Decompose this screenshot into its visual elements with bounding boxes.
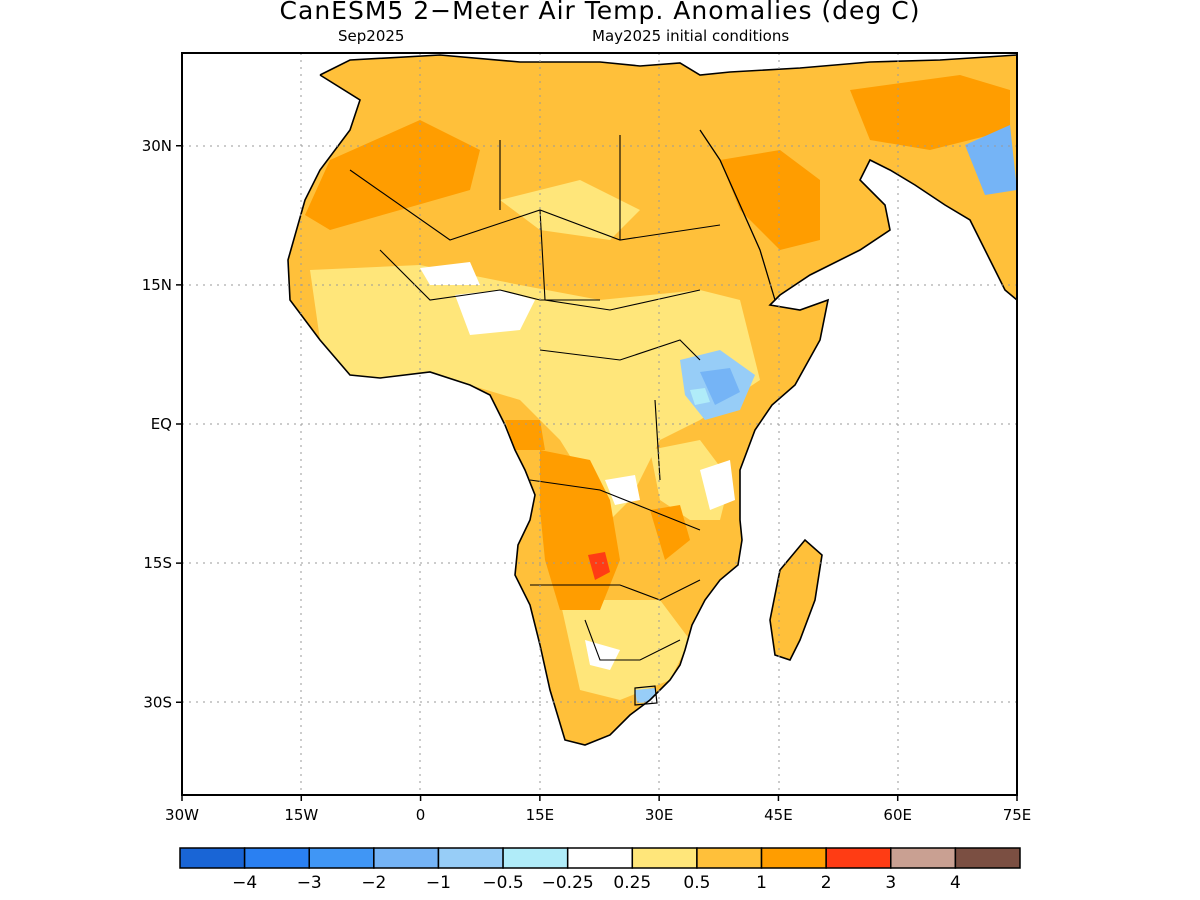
lon-tick-label: 75E	[1003, 806, 1032, 824]
colorbar-label: −2	[361, 873, 386, 893]
lon-tick-label: 15E	[526, 806, 555, 824]
lon-axis: 30W 15W 0 15E 30E 45E 60E 75E	[165, 795, 1031, 824]
colorbar-swatch	[308, 847, 375, 869]
lon-tick-label: 30W	[165, 806, 199, 824]
colorbar-swatch	[243, 847, 310, 869]
graticule	[182, 53, 1017, 795]
lon-tick-label: 0	[416, 806, 426, 824]
colorbar-swatch	[179, 847, 246, 869]
colorbar-label: −1	[426, 873, 451, 893]
colorbar-swatch	[502, 847, 569, 869]
colorbar-label: −3	[297, 873, 322, 893]
colorbar-swatch	[566, 847, 634, 869]
lat-tick-label: EQ	[151, 415, 172, 433]
colorbar: −4 −3 −2 −1 −0.5 −0.25 0.25 0.5 1 2 3 4	[179, 847, 1021, 893]
subtitle-month: Sep2025	[338, 27, 405, 45]
colorbar-swatch	[890, 847, 957, 869]
colorbar-swatch	[631, 847, 698, 869]
lat-tick-label: 30N	[142, 137, 172, 155]
colorbar-label: −0.25	[542, 873, 594, 893]
coastlines	[287, 54, 1017, 746]
colorbar-label: 0.5	[683, 873, 710, 893]
chart-title: CanESM5 2−Meter Air Temp. Anomalies (deg…	[279, 0, 921, 25]
lon-tick-label: 60E	[883, 806, 912, 824]
colorbar-label: 2	[821, 873, 832, 893]
lat-tick-label: 15N	[142, 276, 172, 294]
colorbar-swatch	[437, 847, 504, 869]
colorbar-label: 1	[756, 873, 767, 893]
subtitle-init: May2025 initial conditions	[592, 27, 790, 45]
anomaly-field	[288, 55, 1017, 745]
lon-tick-label: 45E	[764, 806, 793, 824]
colorbar-swatch	[696, 847, 763, 869]
colorbar-swatch	[760, 847, 827, 869]
colorbar-label: −4	[232, 873, 257, 893]
colorbar-swatch	[373, 847, 440, 869]
colorbar-swatch	[825, 847, 892, 869]
colorbar-label: 0.25	[613, 873, 651, 893]
lon-tick-label: 30E	[645, 806, 674, 824]
colorbar-label: 4	[950, 873, 961, 893]
colorbar-label: 3	[885, 873, 896, 893]
lat-tick-label: 30S	[143, 693, 172, 711]
colorbar-label: −0.5	[482, 873, 523, 893]
lon-tick-label: 15W	[284, 806, 318, 824]
colorbar-swatch	[954, 847, 1021, 869]
lat-tick-label: 15S	[143, 554, 172, 572]
lat-axis: 30N 15N EQ 15S 30S	[142, 137, 182, 711]
